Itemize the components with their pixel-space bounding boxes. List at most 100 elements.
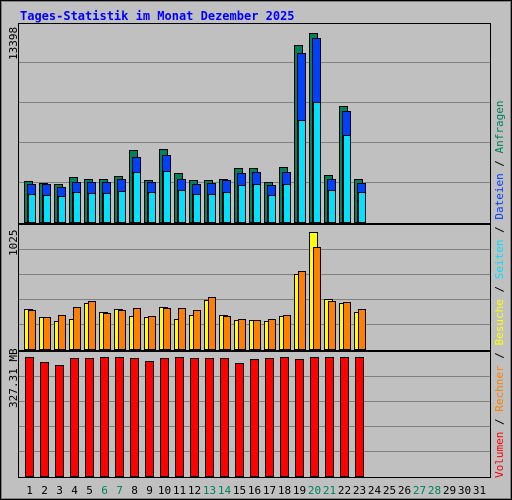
day-label: 27	[413, 484, 426, 497]
day-label: 6	[101, 484, 108, 497]
bar-seiten	[343, 135, 351, 223]
bar-volumen	[175, 357, 184, 477]
bar-volumen	[325, 357, 334, 477]
bar-seiten	[268, 195, 276, 223]
day-label: 14	[218, 484, 232, 497]
bar-seiten	[358, 192, 366, 223]
bar-seiten	[178, 190, 186, 223]
bar-rechner	[118, 310, 126, 350]
bar-rechner	[268, 319, 276, 350]
day-label: 23	[353, 484, 366, 497]
bar-seiten	[88, 193, 96, 223]
day-label: 13	[203, 484, 216, 497]
bar-seiten	[283, 184, 291, 223]
bar-volumen	[205, 358, 214, 477]
bar-volumen	[235, 363, 244, 477]
y-axis-labels: 13398 1025 327.31 MB	[7, 27, 20, 408]
day-label: 26	[398, 484, 411, 497]
legend-separator: /	[493, 220, 506, 240]
bar-rechner	[148, 316, 156, 350]
day-label: 3	[56, 484, 63, 497]
bar-seiten	[133, 172, 141, 223]
bar-rechner	[238, 319, 246, 350]
day-label: 9	[146, 484, 153, 497]
bar-volumen	[280, 357, 289, 477]
legend-item-volumen: Volumen	[493, 432, 506, 478]
day-label: 24	[368, 484, 382, 497]
bar-volumen	[70, 358, 79, 477]
bar-seiten	[298, 120, 306, 223]
bar-rechner	[178, 308, 186, 350]
bar-volumen	[265, 358, 274, 477]
day-label: 5	[86, 484, 93, 497]
bar-seiten	[148, 192, 156, 223]
x-axis-day-labels: 1 2 3 4 5 6 7 8 9 10 11 12 13 14 15 16 17 18 19 20 21 22 23 24 2…	[26, 484, 486, 497]
day-label: 12	[188, 484, 201, 497]
bar-rechner	[223, 316, 231, 350]
panel-anfragen-frame	[18, 23, 491, 224]
bar-seiten	[118, 191, 126, 223]
bar-seiten	[208, 194, 216, 223]
bar-rechner	[28, 310, 36, 350]
bar-seiten	[328, 190, 336, 223]
day-label: 11	[173, 484, 186, 497]
day-label: 7	[116, 484, 123, 497]
day-label: 21	[323, 484, 336, 497]
bar-volumen	[85, 358, 94, 477]
bar-volumen	[115, 357, 124, 477]
bar-seiten	[238, 185, 246, 223]
panel-volumen-frame	[18, 351, 491, 478]
bar-rechner	[88, 301, 96, 350]
bar-seiten	[313, 102, 321, 223]
bar-volumen	[130, 358, 139, 477]
day-label: 25	[383, 484, 396, 497]
day-label: 30	[458, 484, 471, 497]
day-label: 8	[131, 484, 138, 497]
legend-separator: /	[493, 412, 506, 432]
bar-rechner	[103, 313, 111, 350]
bar-volumen	[100, 357, 109, 477]
legend-item-dateien: Dateien	[493, 173, 506, 219]
legend-separator: /	[493, 346, 506, 366]
bar-rechner	[58, 315, 66, 350]
day-label: 28	[428, 484, 441, 497]
chart-title: Tages-Statistik im Monat Dezember 2025	[20, 9, 295, 23]
bar-volumen	[25, 357, 34, 477]
day-label: 17	[263, 484, 276, 497]
day-label: 1	[26, 484, 33, 497]
day-label: 18	[278, 484, 291, 497]
day-label: 31	[473, 484, 486, 497]
day-label: 15	[233, 484, 246, 497]
bar-rechner	[328, 301, 336, 350]
day-label: 2	[41, 484, 48, 497]
bar-volumen	[355, 357, 364, 477]
bar-volumen	[340, 357, 349, 477]
legend-text: Volumen / Rechner / Besuche / Seiten / D…	[493, 100, 506, 478]
bar-seiten	[58, 196, 66, 223]
bar-volumen	[160, 358, 169, 477]
day-label: 10	[158, 484, 171, 497]
bar-seiten	[103, 193, 111, 223]
bar-volumen	[55, 365, 64, 477]
bar-rechner	[208, 297, 216, 350]
day-label: 16	[248, 484, 261, 497]
bar-rechner	[313, 247, 321, 350]
y-max-label-anfragen: 13398	[7, 27, 20, 60]
bar-rechner	[343, 302, 351, 350]
bar-seiten	[253, 184, 261, 223]
bar-rechner	[358, 309, 366, 350]
bar-volumen	[190, 358, 199, 477]
bar-rechner	[73, 307, 81, 350]
bar-volumen	[145, 361, 154, 477]
legend-item-seiten: Seiten	[493, 240, 506, 280]
bar-rechner	[283, 315, 291, 350]
bars	[24, 33, 366, 477]
legend-item-besuche: Besuche	[493, 299, 506, 345]
legend-separator: /	[493, 279, 506, 299]
day-label: 19	[293, 484, 306, 497]
legend: Volumen / Rechner / Besuche / Seiten / D…	[493, 100, 506, 478]
bar-rechner	[253, 320, 261, 350]
